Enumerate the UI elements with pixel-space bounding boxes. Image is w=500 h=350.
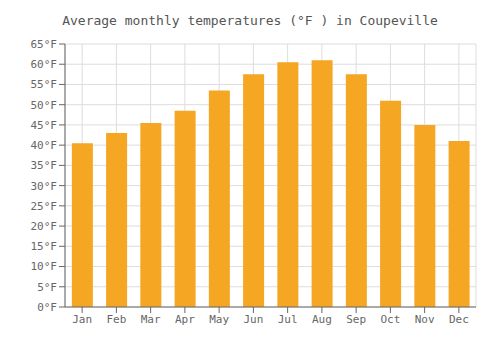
svg-text:Aug: Aug bbox=[312, 313, 332, 326]
svg-text:20°F: 20°F bbox=[31, 220, 58, 233]
svg-text:55°F: 55°F bbox=[31, 78, 58, 91]
svg-text:Mar: Mar bbox=[141, 313, 161, 326]
svg-text:Feb: Feb bbox=[106, 313, 126, 326]
svg-text:45°F: 45°F bbox=[31, 119, 58, 132]
svg-text:Nov: Nov bbox=[415, 313, 435, 326]
html-text:Average monthly temperatures (: Average monthly temperatures (°F ) in Co… bbox=[62, 13, 438, 28]
svg-text:60°F: 60°F bbox=[31, 58, 58, 71]
svg-text:65°F: 65°F bbox=[31, 38, 58, 51]
svg-text:Oct: Oct bbox=[380, 313, 400, 326]
svg-text:Dec: Dec bbox=[449, 313, 469, 326]
svg-text:15°F: 15°F bbox=[31, 240, 58, 253]
svg-text:30°F: 30°F bbox=[31, 180, 58, 193]
svg-text:Jul: Jul bbox=[278, 313, 298, 326]
svg-text:Sep: Sep bbox=[346, 313, 366, 326]
svg-text:40°F: 40°F bbox=[31, 139, 58, 152]
svg-text:10°F: 10°F bbox=[31, 260, 58, 273]
svg-text:Jun: Jun bbox=[243, 313, 263, 326]
svg-text:0°F: 0°F bbox=[37, 301, 57, 314]
svg-text:May: May bbox=[209, 313, 229, 326]
svg-text:Jan: Jan bbox=[72, 313, 92, 326]
svg-text:Apr: Apr bbox=[175, 313, 195, 326]
svg-text:25°F: 25°F bbox=[31, 200, 58, 213]
svg-text:5°F: 5°F bbox=[37, 281, 57, 294]
svg-text:35°F: 35°F bbox=[31, 159, 58, 172]
svg-text:50°F: 50°F bbox=[31, 99, 58, 112]
